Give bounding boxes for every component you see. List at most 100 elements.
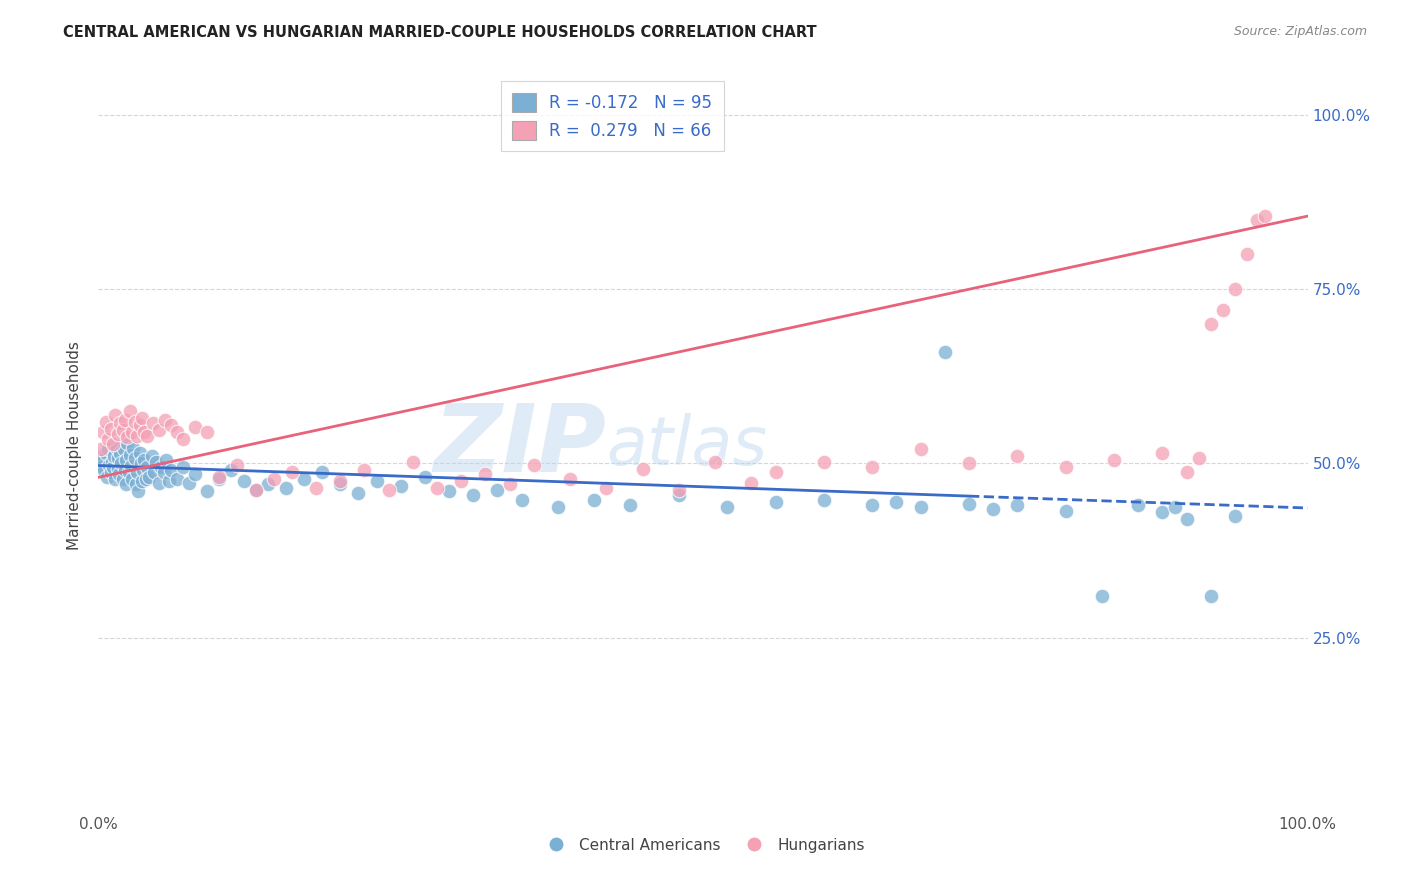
Point bbox=[160, 463, 183, 477]
Point bbox=[101, 459, 124, 474]
Point bbox=[124, 415, 146, 429]
Point bbox=[121, 472, 143, 486]
Point bbox=[103, 450, 125, 464]
Point bbox=[117, 435, 139, 450]
Point bbox=[143, 465, 166, 479]
Point bbox=[166, 425, 188, 439]
Point bbox=[486, 483, 509, 497]
Point bbox=[101, 437, 124, 451]
Point bbox=[195, 484, 218, 499]
Point bbox=[184, 420, 207, 434]
Point bbox=[122, 441, 145, 455]
Point bbox=[353, 463, 375, 477]
Point bbox=[100, 421, 122, 435]
Point bbox=[256, 477, 278, 491]
Point bbox=[120, 459, 142, 474]
Point bbox=[208, 470, 231, 484]
Point bbox=[1152, 505, 1174, 519]
Point bbox=[389, 479, 412, 493]
Point bbox=[138, 470, 160, 484]
Point bbox=[90, 442, 112, 457]
Point bbox=[292, 472, 315, 486]
Point bbox=[232, 474, 254, 488]
Point bbox=[114, 463, 136, 477]
Point bbox=[619, 498, 641, 512]
Point bbox=[172, 432, 194, 446]
Point bbox=[145, 455, 167, 469]
Point bbox=[108, 416, 131, 430]
Point bbox=[105, 441, 128, 455]
Point bbox=[1175, 512, 1198, 526]
Point bbox=[245, 483, 267, 497]
Point bbox=[97, 442, 120, 457]
Point bbox=[166, 472, 188, 486]
Point bbox=[134, 453, 156, 467]
Point bbox=[131, 474, 153, 488]
Point bbox=[157, 474, 180, 488]
Point bbox=[135, 472, 157, 486]
Point bbox=[1163, 500, 1185, 514]
Point bbox=[765, 494, 787, 508]
Point bbox=[631, 462, 654, 476]
Point bbox=[150, 459, 173, 474]
Point bbox=[510, 492, 533, 507]
Point bbox=[716, 500, 738, 514]
Point bbox=[765, 465, 787, 479]
Point bbox=[96, 470, 118, 484]
Point bbox=[305, 481, 328, 495]
Point bbox=[91, 425, 114, 439]
Point bbox=[463, 488, 485, 502]
Point bbox=[957, 497, 980, 511]
Point bbox=[148, 423, 170, 437]
Point bbox=[111, 423, 134, 437]
Point bbox=[90, 450, 112, 464]
Point bbox=[1199, 589, 1222, 603]
Text: CENTRAL AMERICAN VS HUNGARIAN MARRIED-COUPLE HOUSEHOLDS CORRELATION CHART: CENTRAL AMERICAN VS HUNGARIAN MARRIED-CO… bbox=[63, 25, 817, 40]
Legend: Central Americans, Hungarians: Central Americans, Hungarians bbox=[536, 831, 870, 859]
Text: ZIP: ZIP bbox=[433, 400, 606, 492]
Point bbox=[100, 455, 122, 469]
Point bbox=[704, 455, 727, 469]
Point bbox=[91, 459, 114, 474]
Point bbox=[245, 483, 267, 497]
Point bbox=[121, 425, 143, 439]
Point bbox=[91, 453, 114, 467]
Point bbox=[94, 415, 117, 429]
Point bbox=[1007, 450, 1029, 464]
Point bbox=[910, 442, 932, 457]
Point bbox=[668, 488, 690, 502]
Point bbox=[957, 457, 980, 471]
Point bbox=[1054, 504, 1077, 518]
Point bbox=[910, 500, 932, 514]
Point bbox=[402, 455, 425, 469]
Point bbox=[104, 408, 127, 422]
Point bbox=[281, 465, 304, 479]
Point bbox=[112, 442, 135, 457]
Point bbox=[934, 345, 956, 359]
Point bbox=[114, 413, 136, 427]
Point bbox=[1223, 282, 1246, 296]
Point bbox=[1188, 450, 1211, 465]
Point bbox=[1091, 589, 1114, 603]
Point bbox=[558, 472, 581, 486]
Point bbox=[1054, 459, 1077, 474]
Point bbox=[498, 477, 520, 491]
Point bbox=[107, 427, 129, 442]
Point bbox=[107, 462, 129, 476]
Point bbox=[97, 432, 120, 446]
Point bbox=[142, 416, 165, 430]
Point bbox=[111, 472, 134, 486]
Point bbox=[94, 446, 117, 460]
Point bbox=[547, 500, 569, 514]
Point bbox=[981, 501, 1004, 516]
Point bbox=[1102, 453, 1125, 467]
Point bbox=[329, 474, 352, 488]
Point bbox=[155, 453, 177, 467]
Point bbox=[98, 458, 121, 472]
Point bbox=[1007, 498, 1029, 512]
Point bbox=[118, 448, 141, 462]
Point bbox=[108, 467, 131, 481]
Point bbox=[135, 428, 157, 442]
Point bbox=[118, 465, 141, 479]
Point bbox=[115, 453, 138, 467]
